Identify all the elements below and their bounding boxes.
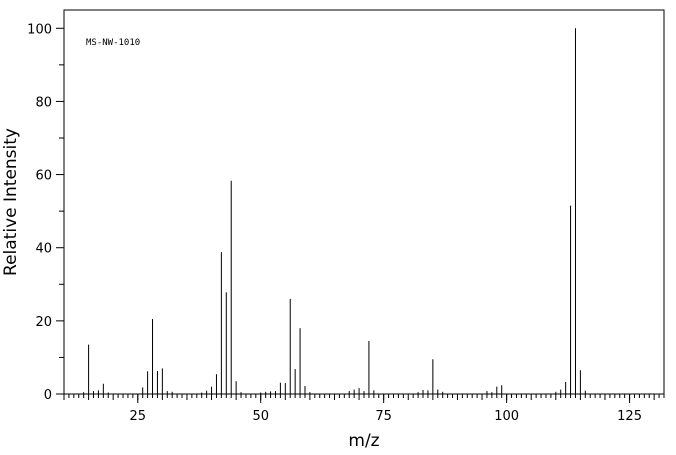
- y-axis-title: Relative Intensity: [1, 128, 21, 276]
- x-tick-label: 75: [375, 409, 392, 424]
- x-tick-label: 100: [494, 409, 519, 424]
- x-tick-label: 50: [252, 409, 269, 424]
- plot-frame: [63, 9, 665, 395]
- y-tick-label: 80: [35, 95, 52, 110]
- x-tick-label: 25: [129, 409, 146, 424]
- y-tick-label: 40: [35, 242, 52, 257]
- spectrum-peaks: [83, 28, 586, 394]
- spectrum-id-annotation: MS-NW-1010: [86, 38, 140, 48]
- x-tick-label: 125: [617, 409, 642, 424]
- x-axis-title: m/z: [348, 431, 379, 451]
- y-axis: 0 20 40 60 80 100: [27, 22, 64, 403]
- y-tick-label: 100: [27, 22, 52, 37]
- y-tick-label: 60: [35, 169, 52, 184]
- y-tick-label: 20: [35, 315, 52, 330]
- x-axis: 25 50 75 100 125: [129, 394, 642, 424]
- x-minor-ticks: [63, 394, 665, 400]
- y-tick-label: 0: [44, 388, 52, 403]
